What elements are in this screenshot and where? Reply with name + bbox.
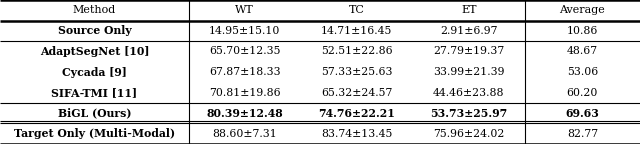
Text: 83.74±13.45: 83.74±13.45: [321, 129, 392, 139]
Text: 14.95±15.10: 14.95±15.10: [209, 26, 280, 36]
Text: 69.63: 69.63: [566, 108, 599, 119]
Text: Target Only (Multi-Modal): Target Only (Multi-Modal): [14, 128, 175, 139]
Text: 52.51±22.86: 52.51±22.86: [321, 46, 392, 56]
Text: 60.20: 60.20: [566, 88, 598, 98]
Bar: [0, 123, 640, 144]
Text: 74.76±22.21: 74.76±22.21: [318, 108, 396, 119]
Text: Average: Average: [559, 5, 605, 15]
Text: 44.46±23.88: 44.46±23.88: [433, 88, 504, 98]
Text: 53.73±25.97: 53.73±25.97: [430, 108, 508, 119]
Text: TC: TC: [349, 5, 365, 15]
Text: 27.79±19.37: 27.79±19.37: [433, 46, 504, 56]
Text: Method: Method: [73, 5, 116, 15]
Text: 70.81±19.86: 70.81±19.86: [209, 88, 280, 98]
Text: 33.99±21.39: 33.99±21.39: [433, 67, 504, 77]
Text: 80.39±12.48: 80.39±12.48: [207, 108, 283, 119]
Bar: [0, 82, 640, 103]
Bar: [0, 62, 640, 82]
Text: Source Only: Source Only: [58, 25, 131, 36]
Bar: [0, 21, 640, 41]
Bar: [0, 41, 640, 62]
Text: ET: ET: [461, 5, 477, 15]
Text: 53.06: 53.06: [567, 67, 598, 77]
Text: 82.77: 82.77: [567, 129, 598, 139]
Text: 65.70±12.35: 65.70±12.35: [209, 46, 280, 56]
Text: 2.91±6.97: 2.91±6.97: [440, 26, 497, 36]
Text: 48.67: 48.67: [567, 46, 598, 56]
Text: AdaptSegNet [10]: AdaptSegNet [10]: [40, 46, 149, 57]
Text: Cycada [9]: Cycada [9]: [62, 67, 127, 77]
Text: WT: WT: [236, 5, 254, 15]
Bar: [0, 0, 640, 21]
Text: 88.60±7.31: 88.60±7.31: [212, 129, 277, 139]
Text: SIFA-TMI [11]: SIFA-TMI [11]: [51, 87, 138, 98]
Bar: [0, 103, 640, 123]
Text: BiGL (Ours): BiGL (Ours): [58, 108, 131, 119]
Text: 10.86: 10.86: [566, 26, 598, 36]
Text: 14.71±16.45: 14.71±16.45: [321, 26, 392, 36]
Text: 75.96±24.02: 75.96±24.02: [433, 129, 504, 139]
Text: 67.87±18.33: 67.87±18.33: [209, 67, 280, 77]
Text: 57.33±25.63: 57.33±25.63: [321, 67, 392, 77]
Text: 65.32±24.57: 65.32±24.57: [321, 88, 392, 98]
